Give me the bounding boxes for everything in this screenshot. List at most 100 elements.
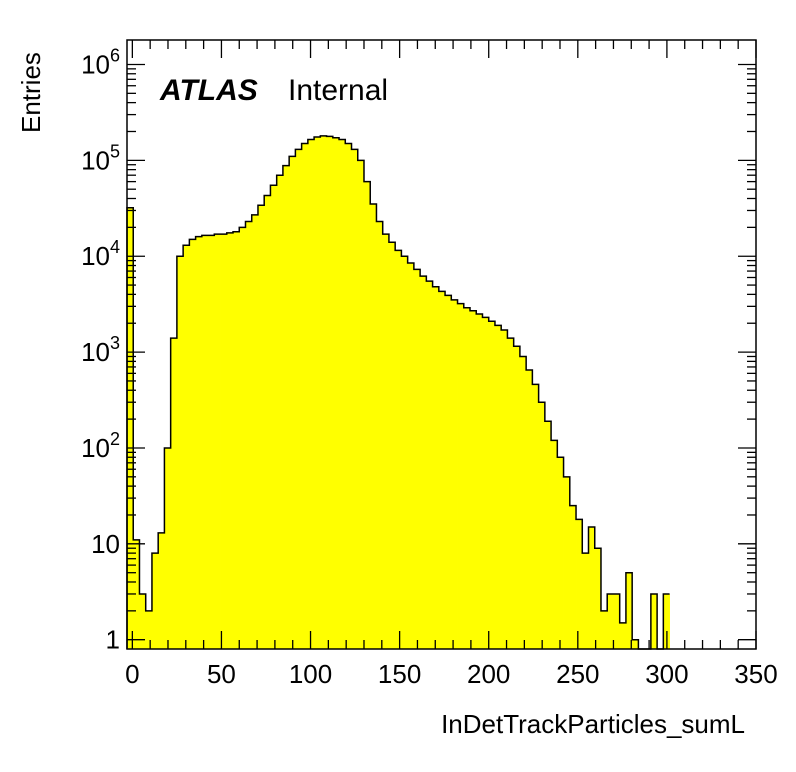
internal-label: Internal — [288, 74, 388, 107]
x-tick-label: 250 — [556, 659, 599, 689]
x-tick-label: 150 — [378, 659, 421, 689]
histogram-bar — [451, 299, 458, 649]
histogram-bar — [351, 149, 359, 650]
histogram-bar — [257, 205, 265, 649]
histogram-bar — [532, 384, 540, 649]
histogram-bar — [339, 139, 346, 649]
histogram-bar — [625, 572, 633, 649]
histogram-bar — [201, 235, 209, 649]
histogram-bar — [557, 457, 564, 649]
x-tick-label: 300 — [645, 659, 688, 689]
histogram-bar — [382, 234, 390, 649]
y-tick-label: 1 — [106, 625, 120, 655]
histogram-bar — [619, 622, 627, 649]
x-tick-label: 350 — [734, 659, 777, 689]
histogram-bar — [420, 276, 427, 649]
histogram-bar — [270, 185, 278, 650]
histogram-bar — [613, 593, 621, 649]
histogram-bar — [226, 232, 234, 650]
histogram-bar — [208, 235, 215, 649]
x-tick-label: 200 — [467, 659, 510, 689]
histogram-bar — [407, 262, 415, 649]
histogram-outline — [126, 135, 670, 650]
histogram-bar — [538, 402, 546, 649]
histogram-bar — [239, 227, 246, 650]
histogram-bar — [139, 593, 147, 649]
histogram-bar — [632, 639, 639, 649]
histogram-bar — [189, 239, 197, 649]
x-tick-label: 50 — [207, 659, 236, 689]
histogram-bar — [214, 234, 221, 649]
histogram-bar — [569, 505, 577, 649]
histogram-bar — [438, 291, 446, 649]
histogram-bar — [127, 207, 134, 650]
histogram-bar — [432, 286, 440, 649]
histogram-bar — [276, 175, 284, 649]
y-axis-title: Entries — [16, 52, 46, 133]
histogram-bar — [170, 338, 178, 649]
histogram-bar — [588, 526, 596, 649]
histogram-fill-layer — [127, 135, 670, 650]
histogram-bar — [544, 421, 552, 649]
histogram-bar — [345, 143, 352, 649]
histogram-bar — [176, 256, 184, 649]
histogram-bar — [457, 303, 465, 649]
histogram-bar — [289, 156, 296, 649]
x-axis-title: InDetTrackParticles_sumL — [441, 709, 745, 739]
histogram-bar — [282, 165, 290, 650]
y-tick-label: 105 — [81, 141, 120, 175]
histogram-bar — [470, 310, 477, 649]
histogram-bar — [600, 610, 608, 649]
x-tick-label: 0 — [125, 659, 139, 689]
histogram-bar — [401, 256, 409, 649]
histogram-bar — [488, 321, 496, 649]
atlas-label: ATLAS — [159, 74, 258, 107]
histogram-bar — [145, 610, 153, 649]
histogram-bar — [426, 281, 433, 649]
histogram-bar — [376, 221, 384, 650]
histogram-bar — [519, 356, 527, 649]
histogram-bar — [301, 143, 309, 649]
histogram-bar — [183, 245, 190, 650]
histogram-bar — [663, 593, 670, 649]
histogram-bar — [482, 317, 490, 649]
histogram-bar — [357, 160, 365, 649]
histogram-bar — [395, 250, 402, 649]
histogram-bar — [195, 236, 203, 649]
histogram-bar — [607, 593, 614, 649]
histogram-bar — [363, 181, 371, 649]
histogram-bar — [370, 204, 377, 649]
histogram-bar — [326, 136, 334, 650]
y-tick-label: 102 — [81, 429, 120, 463]
histogram-bar — [413, 269, 421, 649]
histogram-bar — [551, 440, 558, 649]
histogram-bar — [233, 231, 240, 649]
y-tick-label: 106 — [81, 45, 120, 79]
y-tick-label: 104 — [81, 237, 120, 271]
histogram-bar — [314, 137, 321, 650]
histogram-bar — [563, 476, 571, 649]
histogram-bar — [332, 137, 340, 649]
histogram-bar — [463, 307, 471, 649]
histogram-bar — [650, 593, 658, 649]
histogram-bar — [476, 313, 483, 649]
y-tick-label: 10 — [91, 529, 120, 559]
x-tick-label: 100 — [289, 659, 332, 689]
histogram-bar — [513, 346, 521, 649]
histogram-bar — [220, 234, 228, 649]
histogram-bar — [245, 221, 253, 650]
histogram-bar — [594, 548, 602, 649]
histogram-bar — [526, 370, 533, 649]
histogram-bar — [494, 325, 502, 649]
histogram-bar — [158, 532, 165, 649]
histogram-bar — [251, 214, 259, 650]
y-axis-ticks: 1 10 102 103 104 105 106 — [81, 45, 756, 655]
histogram-bar — [295, 149, 303, 650]
histogram-bar — [133, 539, 140, 649]
histogram-bar — [388, 242, 396, 649]
histogram-bar — [164, 447, 172, 649]
histogram-bar — [264, 195, 271, 650]
histogram-bar — [151, 553, 159, 649]
histogram-bar — [501, 330, 508, 649]
plot-frame — [126, 39, 757, 650]
